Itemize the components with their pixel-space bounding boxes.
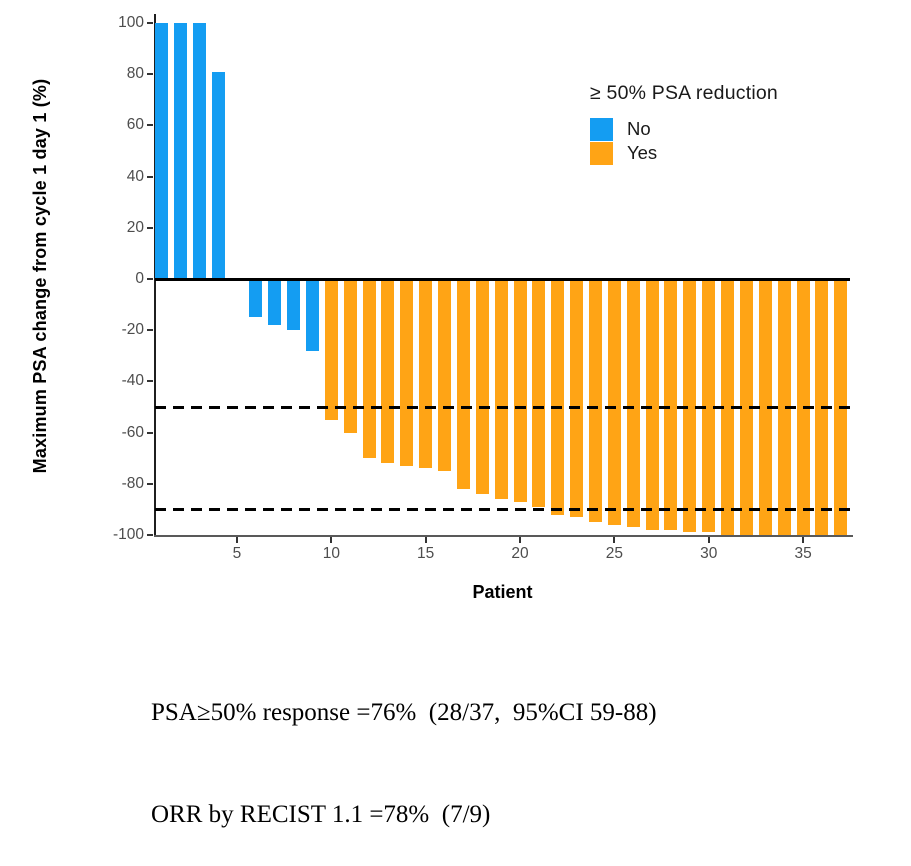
- x-tick-label-35: 35: [794, 545, 812, 562]
- y-tick-label--60: -60: [121, 423, 144, 441]
- bar-patient-27: [645, 279, 659, 530]
- x-tick-label-5: 5: [232, 545, 242, 562]
- bar-patient-16: [438, 279, 452, 471]
- bar-patient-7: [268, 279, 282, 326]
- y-tick-label-0: 0: [135, 270, 144, 287]
- legend-title: ≥ 50% PSA reduction: [590, 82, 778, 104]
- caption-line-1: PSA≥50% response =76% (28/37, 95%CI 59-8…: [151, 699, 657, 726]
- reference-line--90: [155, 507, 850, 511]
- x-tick-mark-20: [519, 537, 522, 543]
- y-tick-label-20: 20: [126, 218, 144, 236]
- y-tick-mark-40: [147, 175, 153, 178]
- y-tick-mark--100: [147, 534, 153, 536]
- bar-patient-24: [589, 279, 602, 523]
- bar-patient-23: [570, 279, 584, 518]
- caption: PSA≥50% response =76% (28/37, 95%CI 59-8…: [151, 628, 657, 866]
- y-tick-mark-20: [147, 226, 153, 229]
- bar-patient-26: [626, 279, 640, 528]
- bar-patient-3: [192, 23, 206, 279]
- x-tick-label-15: 15: [417, 545, 435, 562]
- x-tick-mark-15: [424, 537, 427, 543]
- bar-patient-28: [664, 279, 678, 530]
- y-tick-label-40: 40: [126, 167, 144, 185]
- bar-patient-14: [400, 279, 414, 466]
- y-tick-label-80: 80: [126, 65, 144, 83]
- y-tick-mark-0: [147, 278, 153, 280]
- y-tick-label-100: 100: [118, 14, 144, 31]
- x-tick-label-30: 30: [700, 545, 718, 562]
- y-tick-mark--80: [147, 482, 153, 485]
- y-tick-label--100: -100: [112, 526, 144, 543]
- y-tick-label--20: -20: [121, 321, 144, 339]
- legend-swatch-yes: [590, 141, 613, 165]
- legend-label-yes: Yes: [627, 142, 658, 163]
- y-tick-mark-60: [147, 124, 153, 127]
- x-axis-title: Patient: [472, 582, 533, 602]
- y-tick-mark-80: [147, 73, 153, 76]
- bar-patient-1: [155, 23, 168, 279]
- bar-patient-18: [475, 279, 489, 495]
- caption-line-2: ORR by RECIST 1.1 =78% (7/9): [151, 801, 491, 828]
- y-tick-mark--40: [147, 380, 153, 383]
- x-tick-mark-25: [613, 537, 616, 543]
- y-tick-mark--20: [147, 329, 153, 332]
- zero-line: [155, 277, 850, 281]
- bar-patient-12: [362, 279, 376, 459]
- bar-patient-13: [381, 279, 395, 464]
- bar-patient-9: [305, 279, 319, 351]
- x-tick-label-10: 10: [322, 545, 340, 562]
- legend-entry-no: No: [590, 117, 778, 141]
- legend-swatch-no: [590, 117, 613, 141]
- x-tick-mark-10: [330, 537, 333, 543]
- x-axis-line: [153, 535, 853, 537]
- x-tick-mark-35: [802, 537, 805, 543]
- plot-panel: [155, 14, 850, 535]
- legend: ≥ 50% PSA reduction No Yes: [590, 82, 778, 165]
- bar-patient-22: [551, 279, 565, 515]
- x-tick-label-20: 20: [511, 545, 529, 562]
- y-tick-label-60: 60: [126, 116, 144, 134]
- bar-patient-8: [287, 279, 301, 331]
- bar-patient-11: [343, 279, 357, 433]
- y-tick-mark--60: [147, 431, 153, 434]
- y-axis-title: Maximum PSA change from cycle 1 day 1 (%…: [30, 78, 50, 474]
- bar-patient-10: [324, 279, 338, 420]
- x-tick-label-25: 25: [605, 545, 623, 562]
- y-tick-label--40: -40: [121, 372, 144, 390]
- bar-patient-4: [211, 71, 225, 279]
- reference-line--50: [155, 405, 850, 409]
- x-tick-mark-30: [707, 537, 710, 543]
- x-tick-mark-5: [235, 537, 238, 543]
- bar-patient-20: [513, 279, 527, 502]
- y-tick-label--80: -80: [121, 474, 144, 492]
- bar-patient-17: [456, 279, 470, 489]
- legend-entry-yes: Yes: [590, 141, 778, 165]
- bar-patient-25: [607, 279, 621, 525]
- y-axis-line: [153, 14, 156, 535]
- bar-patient-15: [419, 279, 433, 469]
- legend-entries: No Yes: [590, 117, 778, 165]
- y-tick-mark-100: [147, 22, 153, 24]
- bar-patient-2: [173, 23, 187, 279]
- legend-label-no: No: [627, 118, 651, 139]
- bar-patient-6: [249, 279, 263, 318]
- bar-patient-19: [494, 279, 508, 500]
- bar-patient-21: [532, 279, 546, 507]
